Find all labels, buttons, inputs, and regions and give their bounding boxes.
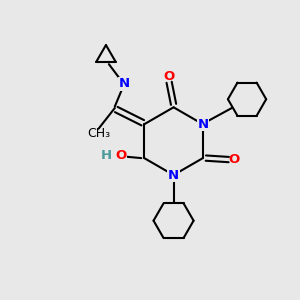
Text: N: N bbox=[119, 77, 130, 90]
Text: N: N bbox=[197, 118, 208, 131]
Text: CH₃: CH₃ bbox=[87, 128, 110, 140]
Text: H: H bbox=[100, 149, 112, 162]
Text: O: O bbox=[229, 153, 240, 166]
Text: O: O bbox=[164, 70, 175, 83]
Text: N: N bbox=[168, 169, 179, 182]
Text: O: O bbox=[115, 149, 126, 162]
